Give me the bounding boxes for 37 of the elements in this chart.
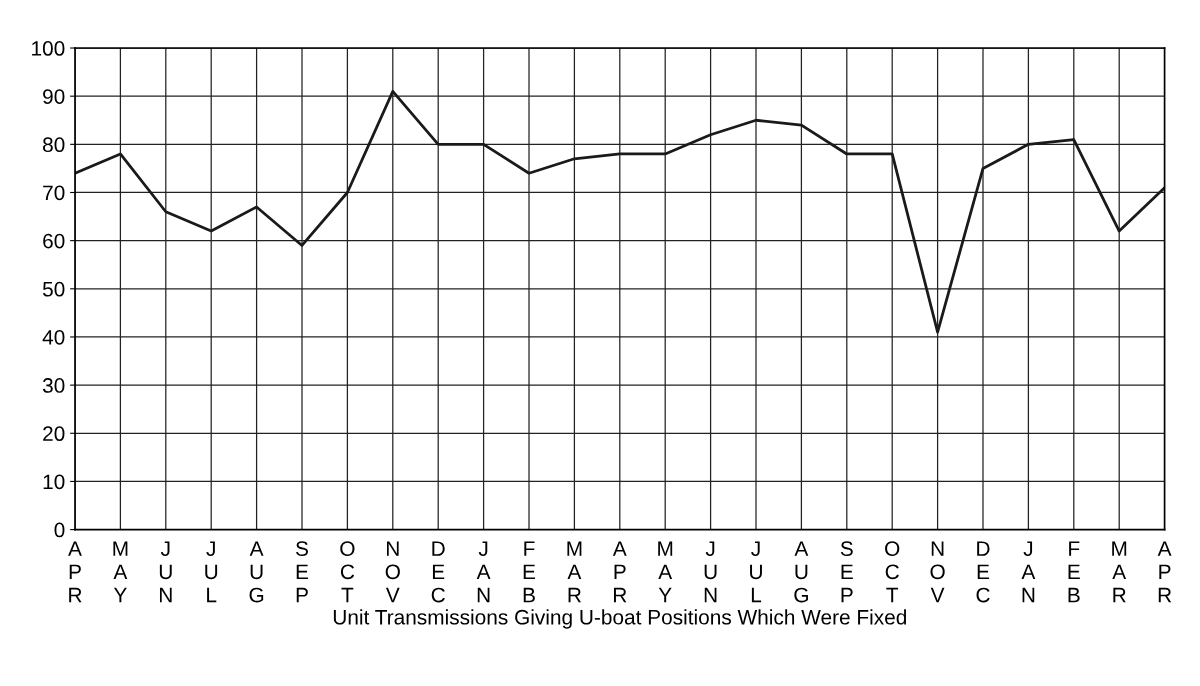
- x-tick-label: D E C: [976, 541, 990, 603]
- x-tick-label: A P R: [1157, 541, 1172, 603]
- y-tick-label: 90: [43, 89, 65, 104]
- x-tick-label: S E P: [296, 541, 309, 603]
- x-tick-label: F E B: [523, 541, 536, 603]
- x-tick-label: A U G: [249, 541, 264, 603]
- y-tick-label: 100: [32, 41, 65, 56]
- x-tick-label: J U N: [159, 541, 172, 603]
- x-tick-label: A P R: [612, 541, 627, 603]
- x-tick-label: S E P: [840, 541, 853, 603]
- y-tick-label: 40: [42, 329, 65, 345]
- x-tick-label: M A Y: [658, 541, 673, 603]
- x-tick-label: J A N: [476, 541, 491, 603]
- y-tick-label: 10: [43, 474, 65, 490]
- x-tick-label: O C T: [340, 541, 355, 603]
- y-tick-label: 70: [43, 185, 65, 201]
- y-tick-label: 0: [54, 522, 65, 538]
- x-tick-label: N O V: [930, 541, 945, 603]
- x-axis-title: Unit Transmissions Giving U-boat Positions Which Were Fixed: [333, 609, 906, 629]
- x-tick-label: D E C: [431, 541, 445, 603]
- x-tick-label: F E B: [1068, 541, 1080, 603]
- y-tick-label: 80: [43, 137, 65, 153]
- y-tick-label: 20: [43, 426, 65, 442]
- x-tick-label: J U N: [704, 541, 717, 603]
- x-tick-label: M A Y: [113, 541, 128, 603]
- x-tick-label: A U G: [794, 541, 809, 603]
- y-tick-label: 60: [43, 233, 65, 249]
- x-tick-label: J A N: [1021, 541, 1036, 603]
- x-tick-label: A P R: [68, 541, 82, 603]
- y-tick-label: 30: [42, 378, 65, 393]
- x-tick-label: N O V: [385, 541, 400, 603]
- x-tick-label: J U L: [205, 541, 218, 603]
- x-tick-label: M A R: [567, 541, 582, 603]
- x-tick-label: O C T: [885, 541, 900, 603]
- x-tick-label: J U L: [750, 541, 762, 603]
- x-tick-label: M A R: [1112, 541, 1127, 603]
- y-tick-label: 50: [42, 281, 65, 297]
